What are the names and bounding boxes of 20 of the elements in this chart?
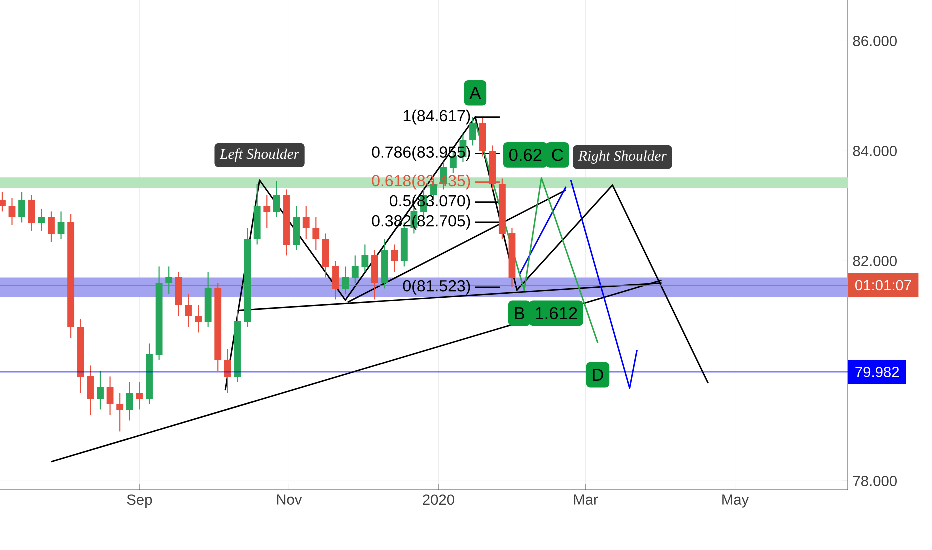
ref-line-label: 79.982 xyxy=(856,367,900,378)
annotation: 1(84.617) xyxy=(404,110,470,125)
annotation: Left Shoulder xyxy=(220,148,300,162)
y-tick-label: 82.000 xyxy=(853,256,897,266)
x-tick-label: May xyxy=(722,494,750,508)
y-tick-label: 84.000 xyxy=(853,146,897,156)
annotation: C xyxy=(552,149,564,162)
annotation: 0.62 xyxy=(509,149,542,162)
annotation: B xyxy=(515,308,524,320)
annotation: Right Shoulder xyxy=(578,150,667,164)
annotation: 1.612 xyxy=(536,307,578,320)
y-tick-label: 86.000 xyxy=(853,36,897,46)
y-tick-label: 78.000 xyxy=(853,476,897,486)
annotation: A xyxy=(470,87,482,100)
text: 01:01:07 xyxy=(856,280,912,291)
x-tick-label: Mar xyxy=(574,494,598,505)
annotation: D xyxy=(593,369,604,382)
x-tick-label: Sep xyxy=(127,494,152,508)
x-tick-label: Nov xyxy=(277,494,302,505)
x-tick-label: 2020 xyxy=(423,494,454,506)
